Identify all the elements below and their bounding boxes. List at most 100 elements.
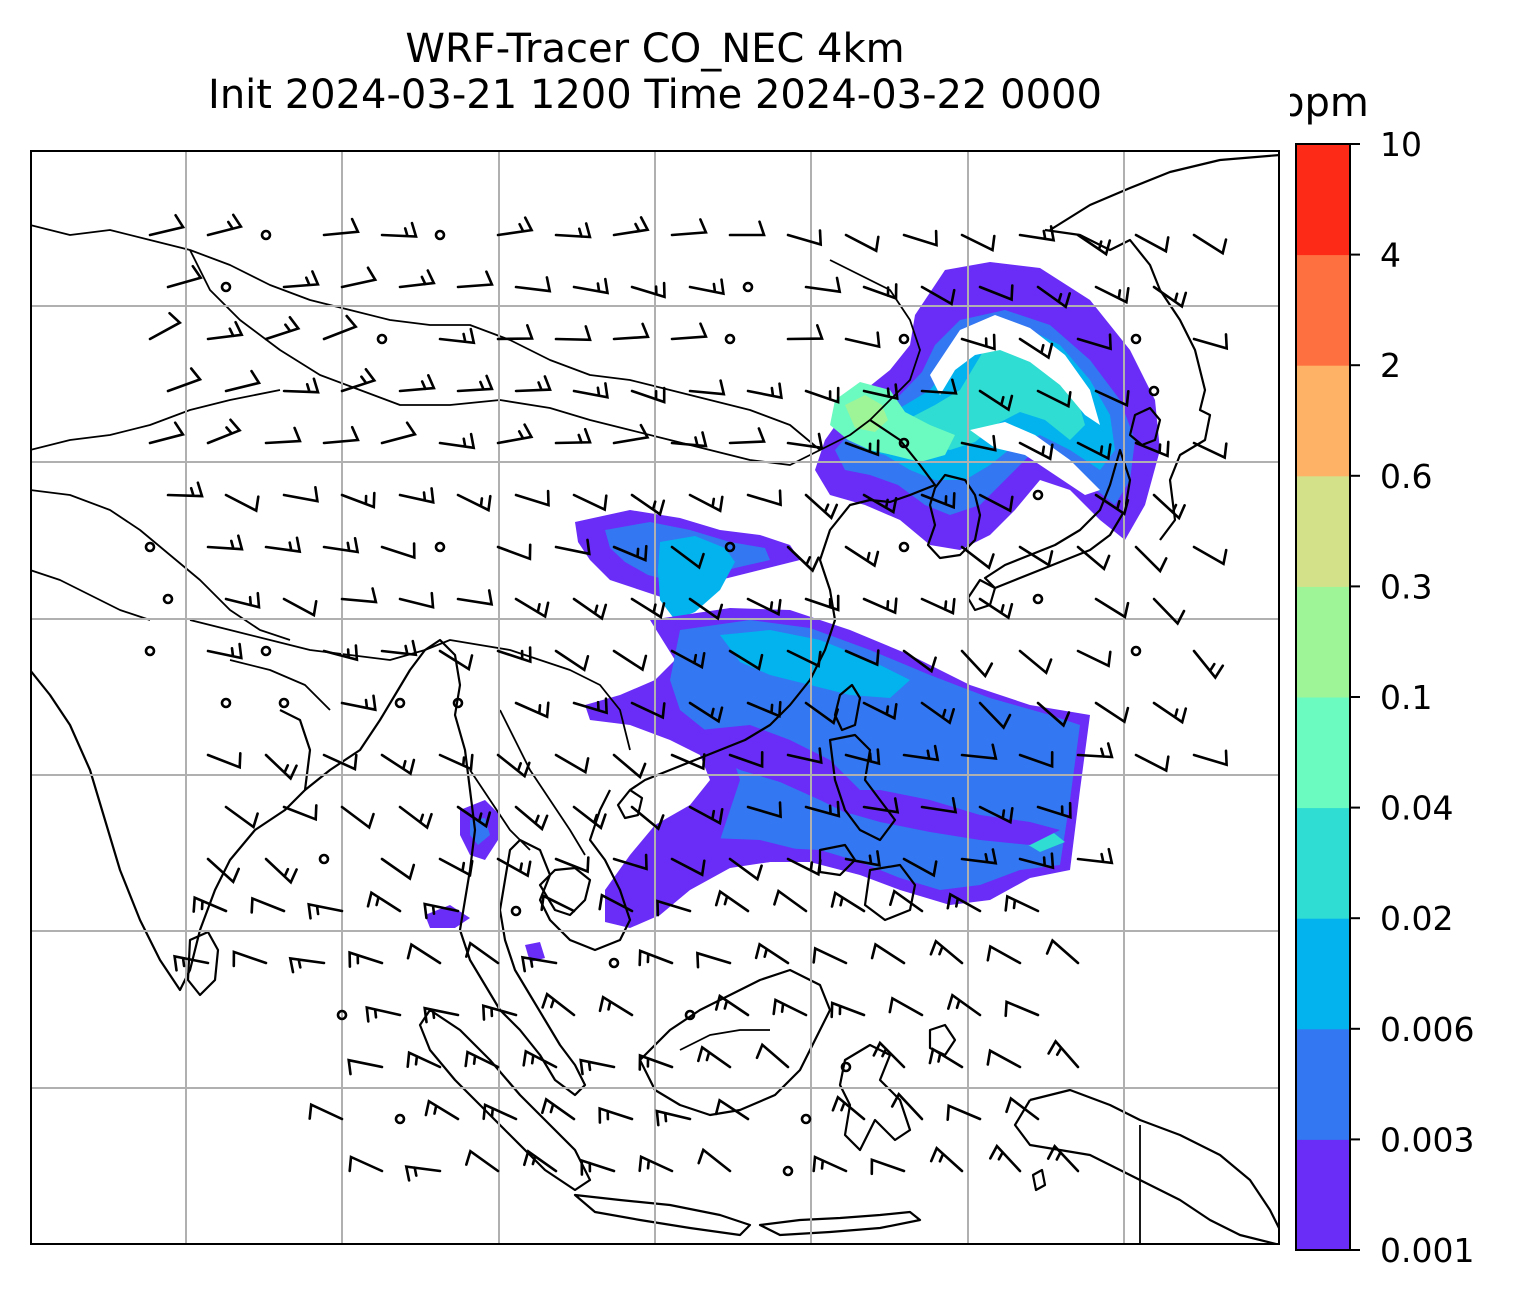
wind-barb bbox=[1094, 701, 1130, 724]
wind-barb bbox=[481, 1003, 518, 1021]
wind-barb bbox=[398, 805, 433, 830]
wind-barb bbox=[554, 538, 591, 556]
border-china-india bbox=[189, 619, 426, 661]
plume-northeast-asia bbox=[815, 262, 1160, 550]
plume-ne-gap-2 bbox=[970, 422, 1100, 495]
calm-wind-marker bbox=[336, 1009, 348, 1021]
wind-barb bbox=[902, 649, 937, 674]
coast-northeast bbox=[1049, 153, 1280, 231]
wind-barb bbox=[456, 270, 494, 289]
wind-barb bbox=[438, 327, 476, 345]
wind-barb bbox=[1036, 801, 1072, 819]
wind-barb bbox=[697, 1045, 732, 1069]
wind-barb bbox=[438, 857, 474, 878]
wind-barb bbox=[1192, 441, 1228, 460]
calm-wind-marker bbox=[1148, 385, 1160, 397]
wind-barb bbox=[288, 956, 326, 974]
wind-barb bbox=[862, 493, 898, 515]
wind-barb bbox=[465, 1149, 500, 1173]
wind-barb bbox=[1192, 333, 1229, 351]
colorbar-tick-label: 10 bbox=[1380, 125, 1422, 164]
wind-barb bbox=[398, 374, 436, 393]
wind-barb bbox=[206, 320, 244, 341]
wind-barb bbox=[496, 646, 532, 664]
wind-barb bbox=[496, 857, 532, 878]
wind-barb bbox=[264, 426, 302, 445]
colorbar-band bbox=[1296, 254, 1350, 366]
wind-barb bbox=[612, 853, 648, 871]
wind-barb bbox=[1076, 649, 1112, 668]
calm-wind-marker bbox=[1032, 489, 1044, 501]
wind-barb bbox=[920, 597, 956, 616]
wind-barb bbox=[862, 597, 898, 615]
wind-barb bbox=[1076, 742, 1114, 759]
wind-barb bbox=[978, 805, 1014, 825]
wind-barb bbox=[630, 701, 666, 720]
wind-barb bbox=[1192, 749, 1228, 767]
wind-barb bbox=[746, 382, 783, 400]
wind-barb bbox=[978, 701, 1012, 730]
wind-barb bbox=[554, 222, 592, 239]
wind-barb bbox=[438, 753, 474, 771]
wind-barb bbox=[804, 386, 840, 404]
wind-barb bbox=[688, 701, 724, 724]
wind-barb bbox=[728, 649, 764, 671]
wind-barb bbox=[746, 801, 782, 819]
wind-barb bbox=[224, 805, 259, 830]
colorbar-tick-label: 4 bbox=[1380, 236, 1401, 275]
calm-wind-marker bbox=[1032, 593, 1044, 605]
wind-barb bbox=[166, 264, 203, 289]
wind-barb bbox=[340, 694, 377, 712]
colorbar-band bbox=[1296, 918, 1350, 1030]
wind-barb bbox=[464, 1050, 500, 1069]
wind-barb bbox=[572, 382, 609, 399]
wind-barb bbox=[340, 805, 375, 830]
wind-barb bbox=[1036, 389, 1072, 409]
wind-barb bbox=[598, 893, 634, 913]
colorbar-tick-label: 0.3 bbox=[1380, 567, 1432, 606]
wind-barb bbox=[380, 221, 418, 238]
wind-barb bbox=[862, 283, 898, 301]
wind-barb bbox=[282, 270, 320, 289]
wind-barb bbox=[902, 229, 938, 247]
wind-barb bbox=[1076, 545, 1111, 572]
coast-gulf-thailand bbox=[538, 866, 592, 917]
wind-barb bbox=[656, 899, 692, 917]
wind-barb bbox=[960, 743, 998, 760]
calm-wind-marker bbox=[220, 697, 232, 709]
wind-barb bbox=[728, 857, 763, 882]
wind-barb bbox=[786, 649, 822, 668]
wind-barb bbox=[978, 284, 1014, 302]
wind-barb bbox=[630, 597, 666, 620]
wind-barb bbox=[786, 545, 820, 573]
wind-barb bbox=[1094, 389, 1130, 408]
wind-barb bbox=[1094, 493, 1130, 516]
wind-barb bbox=[224, 369, 262, 393]
wind-barb bbox=[148, 311, 183, 341]
wind-barb bbox=[638, 1154, 674, 1173]
wind-barbs-layer bbox=[144, 213, 1229, 1182]
wind-barb bbox=[920, 378, 958, 395]
wind-barb bbox=[496, 423, 534, 445]
wind-barb bbox=[579, 1058, 616, 1076]
wind-barb bbox=[347, 1058, 384, 1076]
wind-barb bbox=[148, 421, 185, 445]
wind-barb bbox=[1018, 225, 1056, 242]
calm-wind-marker bbox=[434, 541, 446, 553]
calm-wind-marker bbox=[724, 333, 736, 345]
wind-barb bbox=[688, 493, 724, 513]
calm-wind-marker bbox=[800, 1113, 812, 1125]
wind-barb bbox=[844, 748, 881, 766]
colorbar-tick-label: 0.02 bbox=[1380, 899, 1453, 938]
wind-barb bbox=[978, 389, 1014, 412]
coast-newguinea-south bbox=[1013, 1099, 1280, 1245]
wind-barb bbox=[862, 383, 899, 401]
wind-barb bbox=[496, 753, 531, 779]
wind-barb bbox=[888, 996, 924, 1017]
wind-barb bbox=[514, 597, 550, 619]
wind-barb bbox=[754, 942, 790, 965]
wind-barb bbox=[514, 489, 550, 507]
wind-barb bbox=[960, 649, 994, 679]
wind-barb bbox=[1018, 337, 1054, 360]
plume-scp-band-b bbox=[830, 790, 1060, 845]
